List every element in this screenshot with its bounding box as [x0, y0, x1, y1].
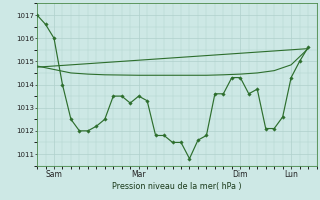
X-axis label: Pression niveau de la mer( hPa ): Pression niveau de la mer( hPa ): [112, 182, 242, 191]
